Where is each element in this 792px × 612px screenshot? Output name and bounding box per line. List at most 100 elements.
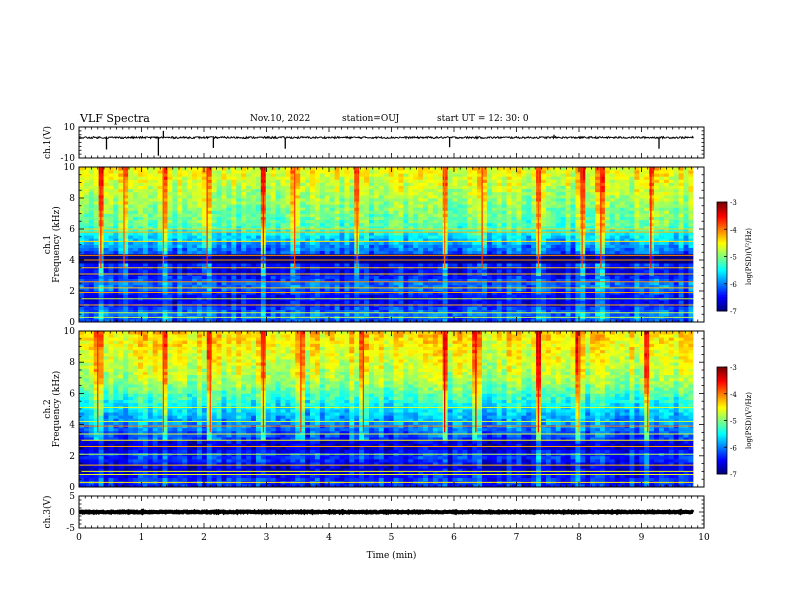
ch1-cell [79,287,85,292]
ch1-cell [364,216,370,221]
ch1-cell [280,247,286,252]
ch1-cell [221,219,227,224]
ch1-cell [192,260,198,264]
ch1-cell [329,300,335,304]
ch1-cell [167,238,173,242]
ch1-cell [79,247,85,252]
ch1-cell [251,275,257,279]
ch1-cell [393,194,399,199]
ch1-cell [108,281,114,286]
ch1-cell [437,309,444,314]
ch1-cell [201,235,208,239]
ch1-cell [93,309,100,314]
ch1-cell [378,309,385,314]
ch1-cell [319,232,326,236]
ch1-cell [491,173,498,177]
ch1-cell [231,318,237,323]
ch1-cell [526,222,532,227]
ch1-cell [270,247,277,252]
ch1-cell [393,167,399,171]
ch1-cell [364,232,370,236]
ch1-cell [349,191,355,196]
ch1-cell [133,191,139,196]
ch1-cell [88,222,95,227]
ch1-cell [241,179,247,183]
ch1-cell [472,204,478,208]
ch1-cell [255,275,262,279]
ch1-cell [550,263,557,267]
ch1-cell [472,260,478,264]
ch1-cell [378,284,385,289]
ch1-cell [472,194,478,199]
ch1-cell [290,198,296,202]
ch1-cell [157,281,163,286]
ch1-cell [93,269,100,273]
ch1-cell [437,294,444,298]
ch1-cell [437,207,444,211]
ch1-cell [270,229,277,233]
ch1-cell [516,213,522,217]
ch1-cell [108,241,114,245]
ch1-cell [408,170,414,174]
ch1-cell [162,216,168,221]
ch1-cell [531,232,537,236]
ch1-cell [255,176,262,180]
ch1-cell [285,244,291,248]
ch1-cell [211,185,218,190]
ch1-cell [368,294,375,298]
ch1-cell [393,250,399,255]
ch1-cell [418,222,424,227]
ch1-cell [236,179,242,183]
ch1-cell [531,213,537,217]
ch1-cell [373,244,380,248]
ch1-cell [319,170,326,174]
ch1-cell [521,275,527,279]
ch1-cell [368,229,375,233]
ch1-cell [393,229,399,233]
ch1-cell [329,194,335,199]
ch1-cell [442,235,449,239]
ch1-cell [418,173,424,177]
ch1-cell [383,275,390,279]
ch1-cell [167,207,173,211]
ch1-cell [486,281,493,286]
ch1-cell [349,216,355,221]
ch1-cell [378,312,385,317]
ch1-cell [182,179,188,183]
ch1-cell [462,284,468,289]
ch1-cell [383,182,390,186]
ch1-cell [364,281,370,286]
ch1-cell [477,213,483,217]
ch1-cell [383,222,390,227]
ch1-cell [167,216,173,221]
ch1-cell [334,176,340,180]
ch1-cell [462,309,468,314]
ch1-cell [236,269,242,273]
ch1-cell [251,238,257,242]
ch1-cell [393,179,399,183]
ch1-cell [255,216,262,221]
ch1-cell [142,260,149,264]
ch1-cell [251,182,257,186]
ch1-cell [196,210,203,214]
ch1-cell [295,281,301,286]
ch1-cell [373,188,380,193]
ch1-cell [192,176,198,180]
ch1-cell [531,306,537,310]
ch1-cell [152,294,159,298]
ch1-cell [290,300,296,304]
ch1-cell [196,247,203,252]
ch1-cell [128,235,134,239]
ch1-cell [521,185,527,190]
ch1-cell [118,182,124,186]
ch1-cell [275,198,281,202]
ch1-cell [314,179,321,183]
ch1-cell [300,201,306,205]
ch1-cell [113,191,119,196]
ch1-cell [432,179,439,183]
ch1-cell [290,229,296,233]
ch1-cell [260,287,267,292]
ch1-cell [560,269,566,273]
ch1-cell [373,309,380,314]
